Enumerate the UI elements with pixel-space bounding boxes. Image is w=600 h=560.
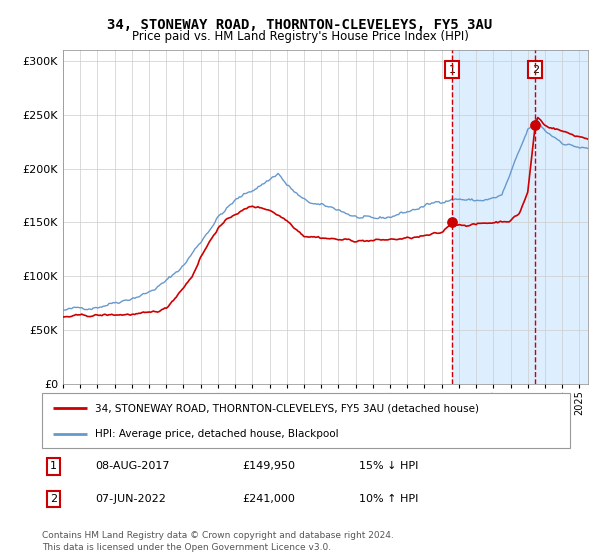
Text: Contains HM Land Registry data © Crown copyright and database right 2024.: Contains HM Land Registry data © Crown c…: [42, 531, 394, 540]
Text: Price paid vs. HM Land Registry's House Price Index (HPI): Price paid vs. HM Land Registry's House …: [131, 30, 469, 43]
Text: 34, STONEWAY ROAD, THORNTON-CLEVELEYS, FY5 3AU (detached house): 34, STONEWAY ROAD, THORNTON-CLEVELEYS, F…: [95, 404, 479, 413]
Text: £149,950: £149,950: [242, 461, 296, 472]
Text: 2: 2: [50, 494, 57, 504]
Text: 07-JUN-2022: 07-JUN-2022: [95, 494, 166, 504]
Text: This data is licensed under the Open Government Licence v3.0.: This data is licensed under the Open Gov…: [42, 543, 331, 552]
Text: 08-AUG-2017: 08-AUG-2017: [95, 461, 169, 472]
Point: [447, 218, 457, 227]
Text: 34, STONEWAY ROAD, THORNTON-CLEVELEYS, FY5 3AU: 34, STONEWAY ROAD, THORNTON-CLEVELEYS, F…: [107, 18, 493, 32]
Text: 1: 1: [449, 65, 455, 74]
Bar: [535, 50, 588, 384]
Text: 15% ↓ HPI: 15% ↓ HPI: [359, 461, 418, 472]
Text: HPI: Average price, detached house, Blackpool: HPI: Average price, detached house, Blac…: [95, 430, 338, 439]
Text: 10% ↑ HPI: 10% ↑ HPI: [359, 494, 418, 504]
Text: 1: 1: [50, 461, 57, 472]
Text: £241,000: £241,000: [242, 494, 296, 504]
Text: 2: 2: [532, 65, 539, 74]
FancyBboxPatch shape: [42, 393, 570, 448]
Bar: [452, 50, 588, 384]
Point: [530, 120, 540, 129]
